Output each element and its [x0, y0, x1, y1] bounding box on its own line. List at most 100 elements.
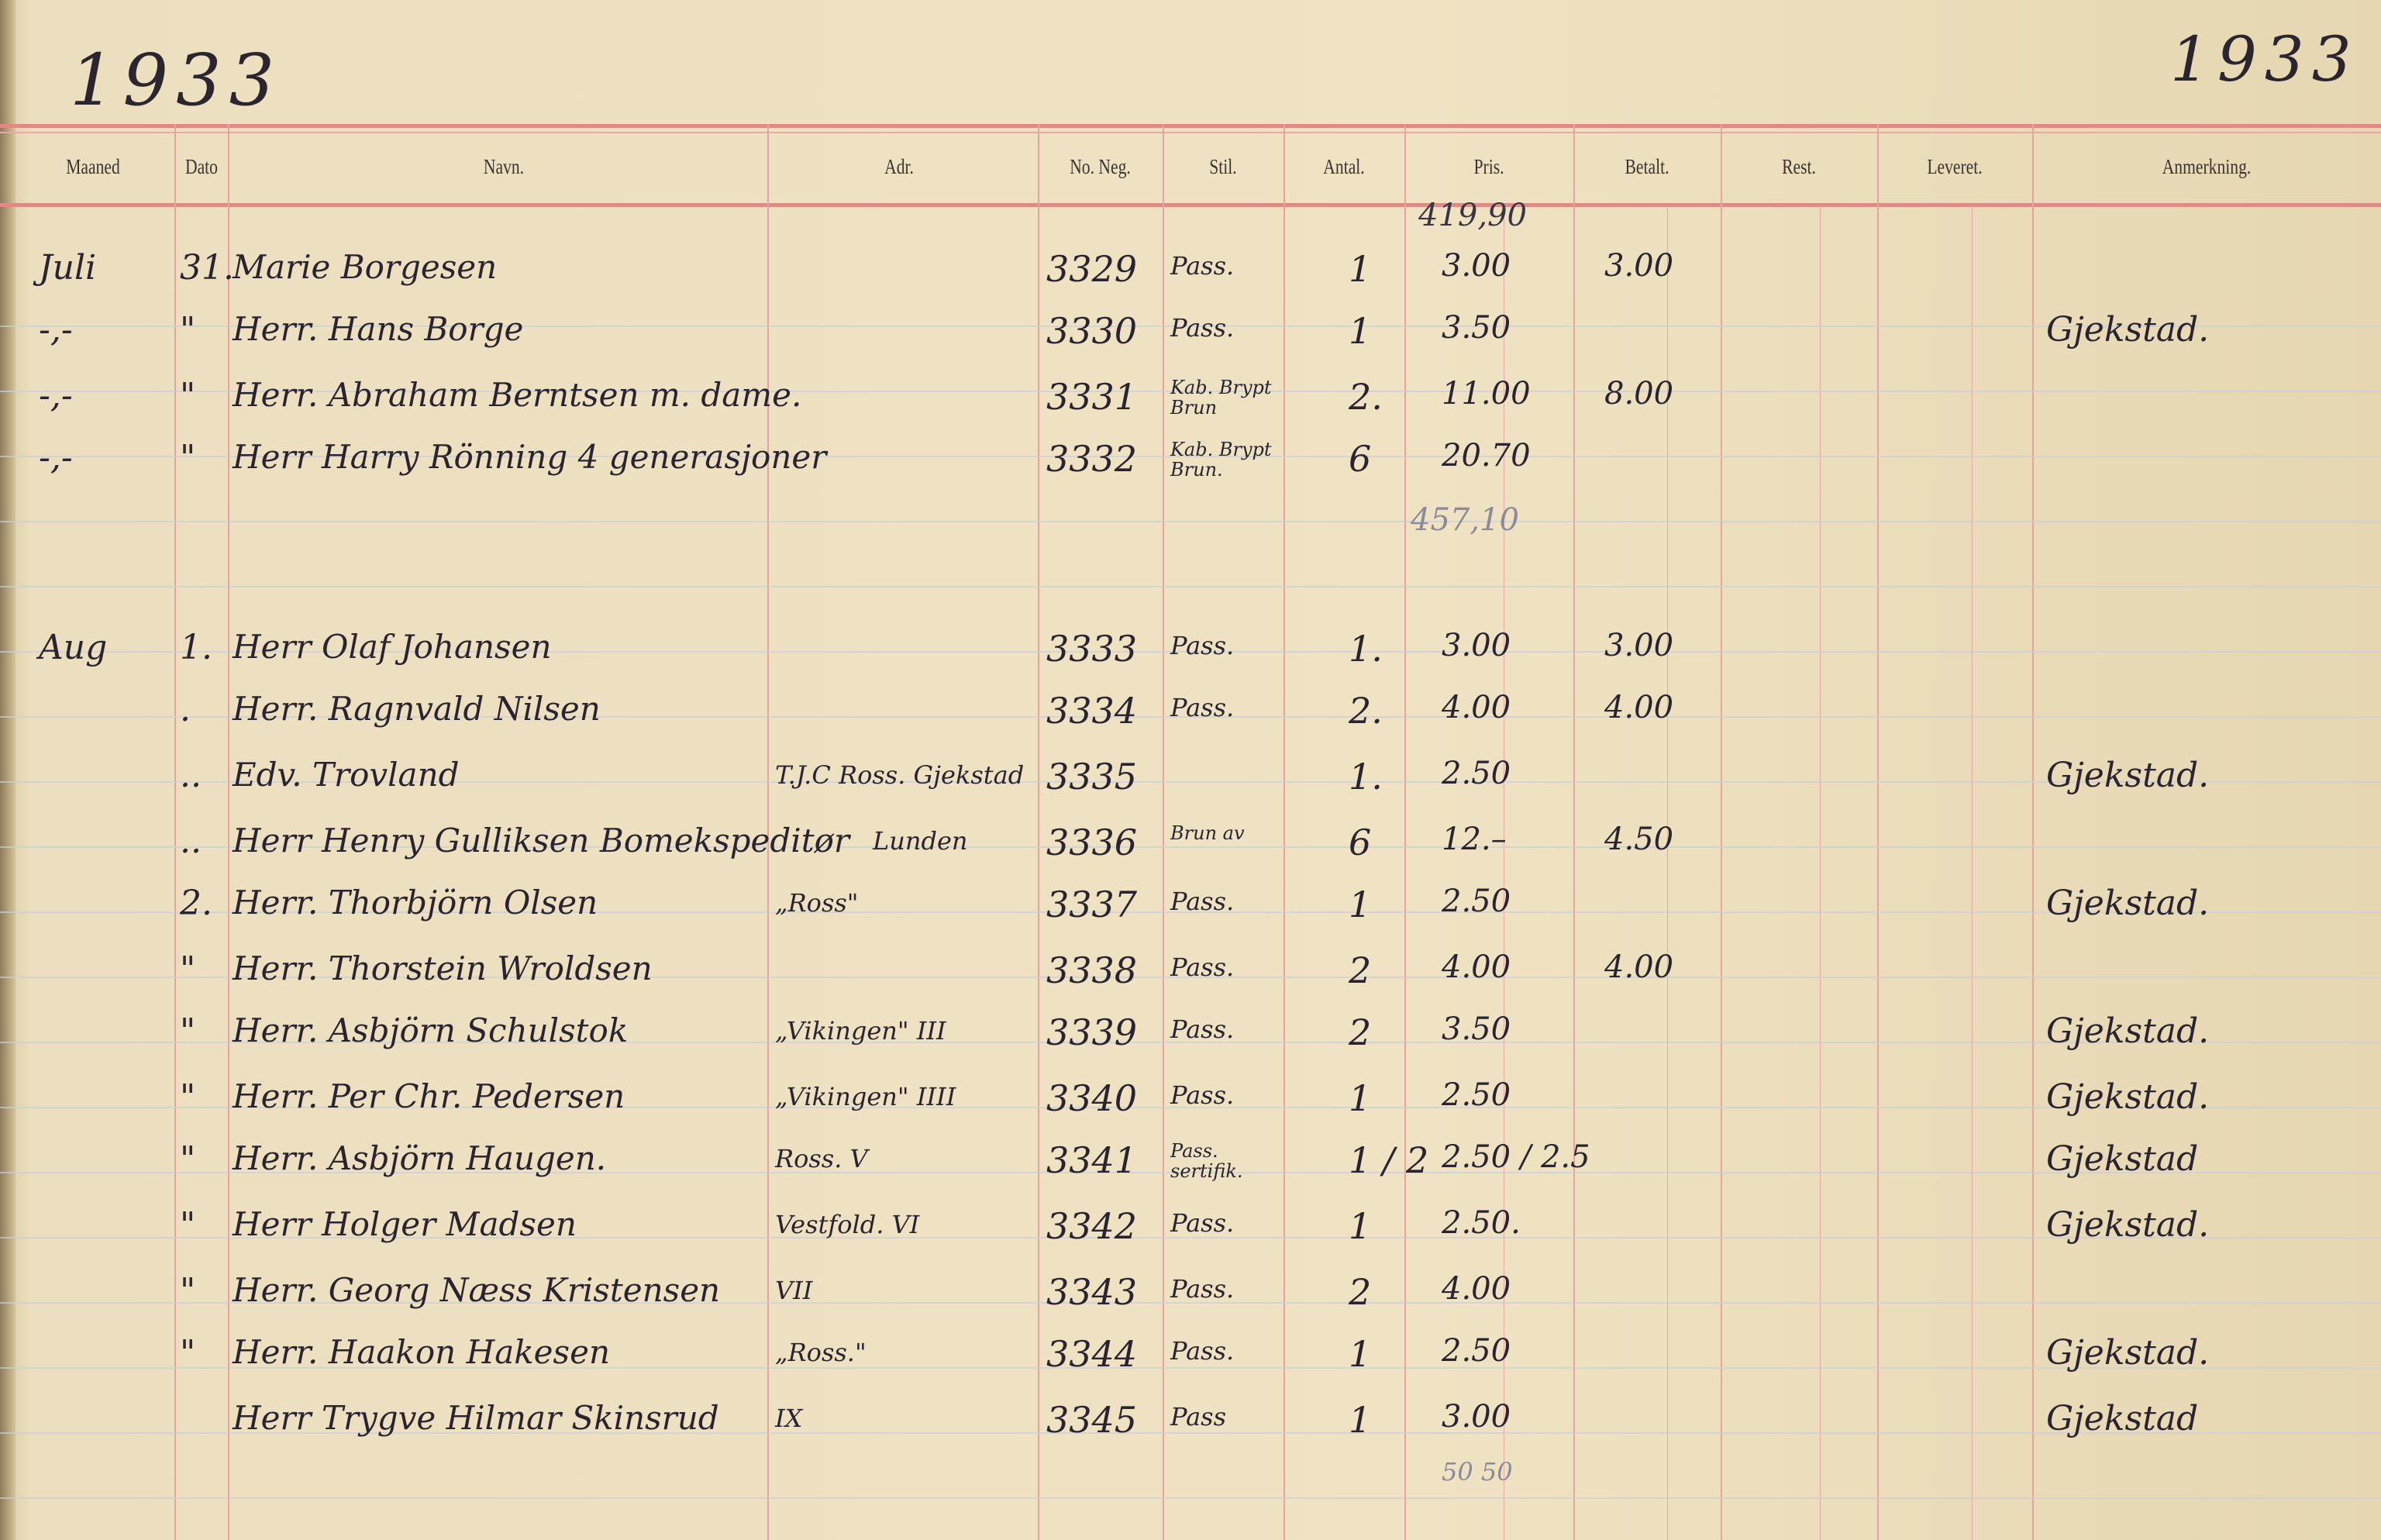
remark-cell: Gjekstad.	[2046, 1011, 2210, 1051]
line-rule	[0, 1107, 2381, 1108]
line-rule	[0, 521, 2381, 522]
price-cell: 3.50	[1442, 1011, 1511, 1047]
negative-number-cell: 3339	[1046, 1011, 1138, 1053]
book-spine	[0, 0, 16, 1540]
column-rule	[228, 124, 229, 1540]
address-cell: Ross. V	[775, 1144, 868, 1173]
price-cell: 2.50.	[1442, 1205, 1521, 1241]
address-cell: „Vikingen" IIII	[775, 1082, 956, 1111]
date-cell: "	[180, 1205, 196, 1245]
line-rule	[0, 1172, 2381, 1173]
style-cell: Pass.	[1170, 1208, 1235, 1238]
price-cell: 2.50 / 2.5	[1442, 1139, 1590, 1175]
quantity-cell: 1	[1349, 310, 1372, 352]
carried-total: 419,90	[1418, 198, 1527, 233]
style-cell: Pass.	[1170, 953, 1235, 982]
style-cell: Pass	[1170, 1402, 1227, 1431]
name-cell: Herr Harry Rönning 4 generasjoner	[233, 438, 827, 476]
name-cell: Herr. Ragnvald Nilsen	[233, 690, 601, 728]
negative-number-cell: 3338	[1046, 949, 1138, 991]
year-left: 1933	[70, 39, 283, 122]
price-cell: 20.70	[1442, 438, 1531, 474]
date-cell: 31.	[180, 248, 234, 288]
quantity-cell: 2	[1349, 1271, 1372, 1313]
line-rule	[0, 846, 2381, 848]
column-rule	[1877, 124, 1879, 1540]
column-rule	[1721, 124, 1722, 1540]
line-rule	[0, 1497, 2381, 1499]
address-cell: VII	[775, 1276, 813, 1305]
price-cell: 2.50	[1442, 884, 1511, 919]
quantity-cell: 1.	[1349, 756, 1383, 798]
line-rule	[0, 1237, 2381, 1239]
line-rule	[0, 781, 2381, 783]
header-anmerkning: Anmerkning.	[2162, 155, 2252, 178]
paid-cell: 8.00	[1604, 376, 1674, 412]
subcolumn-rule	[1667, 205, 1668, 1540]
price-cell: 4.00	[1442, 1271, 1511, 1307]
price-cell: 4.00	[1442, 949, 1511, 985]
negative-number-cell: 3344	[1046, 1333, 1138, 1375]
header-maaned: Maaned	[66, 155, 120, 178]
style-cell: Pass.	[1170, 693, 1235, 722]
remark-cell: Gjekstad.	[2046, 310, 2210, 350]
july-total: 457,10	[1411, 502, 1519, 538]
name-cell: Herr. Asbjörn Schulstok	[233, 1011, 629, 1049]
column-rule	[1284, 124, 1285, 1540]
name-cell: Herr Olaf Johansen	[233, 628, 552, 666]
header-dato: Dato	[185, 155, 218, 178]
style-cell: Pass.	[1170, 1274, 1235, 1304]
price-cell: 11.00	[1442, 376, 1531, 412]
header-antal: Antal.	[1323, 155, 1365, 178]
style-cell: Pass.	[1170, 251, 1235, 281]
address-cell: T.J.C Ross. Gjekstad	[775, 760, 1025, 790]
price-cell: 2.50	[1442, 1077, 1511, 1113]
remark-cell: Gjekstad.	[2046, 1205, 2210, 1245]
line-rule	[0, 651, 2381, 653]
date-cell: "	[180, 376, 196, 415]
month-cell: -,-	[39, 310, 73, 350]
address-cell: Lunden	[873, 826, 968, 856]
quantity-cell: 1	[1349, 1399, 1372, 1441]
name-cell: Edv. Trovland	[233, 756, 460, 794]
line-rule	[0, 1302, 2381, 1304]
style-cell: Pass.	[1170, 887, 1235, 916]
style-cell: Pass. sertifik.	[1170, 1140, 1243, 1182]
line-rule	[0, 586, 2381, 587]
remark-cell: Gjekstad	[2046, 1399, 2199, 1438]
column-rule	[2032, 124, 2034, 1540]
style-cell: Kab. Brypt Brun.	[1170, 439, 1272, 481]
paid-cell: 4.00	[1604, 949, 1674, 985]
date-cell: "	[180, 1011, 196, 1051]
name-cell: Herr Trygve Hilmar Skinsrud	[233, 1399, 719, 1437]
year-right: 1933	[2170, 23, 2359, 95]
negative-number-cell: 3337	[1046, 884, 1138, 925]
negative-number-cell: 3329	[1046, 248, 1138, 290]
negative-number-cell: 3333	[1046, 628, 1138, 670]
header-no-neg: No. Neg.	[1070, 155, 1131, 178]
date-cell: ..	[180, 756, 202, 795]
line-rule	[0, 456, 2381, 457]
address-cell: Vestfold. VI	[775, 1210, 920, 1239]
header-bottom-rule	[0, 203, 2381, 207]
negative-number-cell: 3336	[1046, 822, 1138, 863]
quantity-cell: 6	[1349, 438, 1372, 480]
header-stil: Stil.	[1209, 155, 1237, 178]
date-cell: 1.	[180, 628, 212, 667]
quantity-cell: 2	[1349, 949, 1372, 991]
quantity-cell: 1	[1349, 1205, 1372, 1247]
header-top-rule-thin	[0, 132, 2381, 133]
address-cell: „Ross"	[775, 888, 859, 918]
quantity-cell: 2.	[1349, 376, 1383, 418]
remark-cell: Gjekstad	[2046, 1139, 2199, 1179]
negative-number-cell: 3345	[1046, 1399, 1138, 1441]
style-cell: Pass.	[1170, 313, 1235, 343]
remark-cell: Gjekstad.	[2046, 1333, 2210, 1373]
remark-cell: Gjekstad.	[2046, 884, 2210, 923]
date-cell: "	[180, 438, 196, 477]
remark-cell: Gjekstad.	[2046, 1077, 2210, 1117]
paid-cell: 3.00	[1604, 248, 1674, 284]
subcolumn-rule	[1820, 205, 1821, 1540]
date-cell: "	[180, 949, 196, 989]
quantity-cell: 1	[1349, 884, 1372, 925]
